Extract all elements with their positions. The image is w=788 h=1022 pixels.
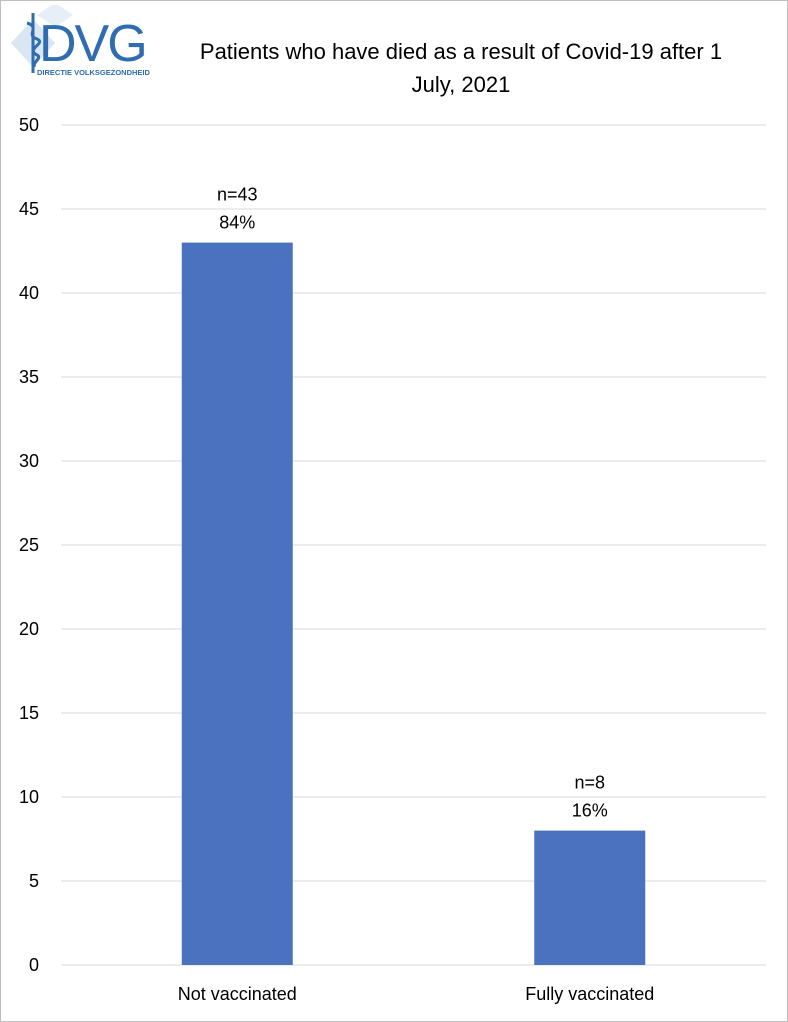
x-category-label: Not vaccinated <box>178 984 297 1004</box>
y-tick-label: 25 <box>19 535 39 555</box>
dvg-logo: DVG DIRECTIE VOLKSGEZONDHEID <box>11 5 151 77</box>
y-tick-label: 50 <box>19 115 39 135</box>
logo-diamond-top <box>37 5 73 27</box>
y-tick-label: 30 <box>19 451 39 471</box>
y-tick-label: 40 <box>19 283 39 303</box>
data-label-percent: 16% <box>572 801 608 821</box>
logo-serpent <box>26 21 42 69</box>
x-category-label: Fully vaccinated <box>525 984 654 1004</box>
y-tick-label: 10 <box>19 787 39 807</box>
bar <box>181 242 293 966</box>
y-tick-label: 5 <box>29 871 39 891</box>
logo-subtitle: DIRECTIE VOLKSGEZONDHEID <box>37 68 151 77</box>
y-tick-label: 0 <box>29 955 39 975</box>
data-label-count: n=8 <box>574 773 605 793</box>
chart-title: Patients who have died as a result of Co… <box>161 35 761 101</box>
logo-wordmark: DVG <box>39 15 146 73</box>
y-tick-label: 15 <box>19 703 39 723</box>
y-tick-label: 35 <box>19 367 39 387</box>
data-label-count: n=43 <box>217 185 258 205</box>
y-tick-label: 45 <box>19 199 39 219</box>
bar <box>534 830 646 965</box>
chart-title-line-2: July, 2021 <box>411 72 511 97</box>
y-tick-label: 20 <box>19 619 39 639</box>
chart-title-line-1: Patients who have died as a result of Co… <box>199 39 723 64</box>
data-label-percent: 84% <box>219 213 255 233</box>
